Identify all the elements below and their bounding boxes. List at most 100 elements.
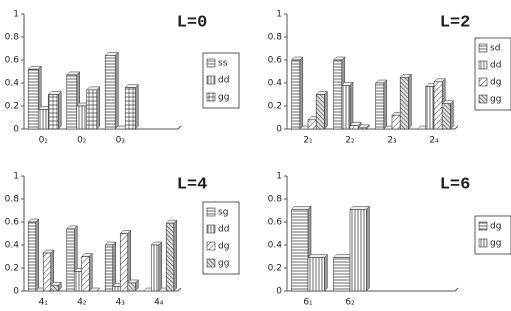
legend-label: sg [218, 208, 228, 218]
bar-side [349, 81, 354, 130]
bar-front [441, 103, 451, 130]
bar [50, 281, 62, 292]
x-tick-label: 6₂ [345, 298, 355, 308]
bar-side [114, 51, 119, 130]
bar [441, 100, 454, 130]
bar-top [349, 206, 370, 210]
x-tick-label: 2₄ [429, 136, 439, 146]
bar-top [307, 254, 328, 258]
x-tick-label: 2₂ [345, 136, 355, 146]
x-tick-label: 2₃ [387, 136, 397, 146]
y-tick-label: 0.6 [268, 218, 283, 228]
bar-front [425, 86, 435, 130]
bar-front [127, 282, 136, 292]
bar-front [349, 209, 367, 292]
bar-side [383, 79, 388, 130]
y-tick-label: 1 [13, 10, 19, 20]
y-tick-label: 0.2 [268, 264, 282, 274]
legend: ss dd gg [202, 52, 240, 109]
legend-label: gg [218, 259, 229, 269]
panel: L=6 0 0.2 0.4 0.6 0.8 1 6₁ 6₂ dg gg [268, 172, 511, 308]
bar-front [76, 105, 88, 130]
bar-front [291, 59, 301, 130]
y-tick-label: 0.6 [268, 56, 283, 66]
x-tick-label: 0₂ [77, 136, 87, 146]
x-tick-label: 4₃ [116, 298, 126, 308]
bar-side [408, 73, 412, 130]
panel: L=0 0 0.2 0.4 0.6 0.8 1 0₁ 0₂ 0₃ ss dd gg [5, 10, 240, 146]
bar [341, 81, 354, 130]
bar-front [66, 228, 75, 292]
bar-top [291, 206, 312, 210]
legend-label: dd [218, 76, 229, 86]
legend-swatch [206, 224, 216, 234]
chart-title: L=2 [440, 13, 471, 32]
bar-front [73, 271, 83, 292]
x-tick-label: 4₄ [154, 298, 164, 308]
bar-front [333, 59, 343, 130]
y-tick-label: 0.8 [268, 195, 283, 205]
legend-swatch [478, 60, 488, 70]
bar-side [450, 100, 454, 130]
bar [81, 252, 93, 292]
legend-swatch [478, 43, 488, 53]
bar-front [341, 85, 351, 130]
bar [307, 254, 328, 292]
bar-side [173, 219, 178, 292]
bar-front [27, 221, 37, 292]
bar [150, 241, 163, 292]
y-tick-label: 0.6 [5, 56, 20, 66]
bar [291, 56, 304, 130]
bar-side [89, 252, 93, 292]
legend-label: dg [490, 222, 501, 232]
legend-label: gg [490, 239, 501, 249]
legend: dg gg [474, 215, 511, 255]
y-tick-label: 1 [276, 172, 282, 182]
bar [88, 287, 101, 292]
bar-side [135, 83, 139, 130]
y-tick-label: 0.4 [5, 79, 20, 89]
bar-side [299, 56, 304, 130]
y-tick-label: 0.8 [268, 33, 283, 43]
panel: L=4 0 0.2 0.4 0.6 0.8 1 4₁ 4₂ 4₃ 4₄ sg dd dg gg [5, 172, 240, 308]
legend-swatch [478, 238, 488, 248]
bar [399, 73, 412, 130]
chart-title: L=4 [177, 175, 208, 194]
bar-front [291, 209, 309, 292]
x-tick-label: 4₁ [39, 298, 49, 308]
y-tick-label: 0 [276, 125, 282, 135]
legend-swatch [478, 94, 488, 104]
legend-swatch [206, 75, 216, 85]
bar-front [104, 55, 116, 130]
bar [165, 219, 178, 292]
panel: L=2 0 0.2 0.4 0.6 0.8 1 2₁ 2₂ 2₃ 2₄ sd dd dg gg [268, 10, 511, 146]
bar-front [333, 257, 351, 292]
bar-front [150, 244, 160, 292]
x-tick-label: 4₂ [77, 298, 87, 308]
bar-front [349, 125, 359, 130]
bar [349, 205, 370, 292]
bar-front [66, 74, 78, 130]
bar-side [96, 86, 101, 130]
bar [357, 124, 370, 130]
y-tick-label: 0 [13, 287, 19, 297]
bar [127, 279, 139, 292]
bar-front [307, 119, 317, 130]
bar-top [88, 287, 101, 292]
bar-front [307, 257, 325, 292]
bar-front [315, 94, 325, 130]
chart-title: L=0 [177, 13, 208, 32]
bar-front [86, 89, 98, 130]
legend-swatch [478, 77, 488, 87]
bar-front [165, 222, 175, 292]
x-tick-label: 0₃ [116, 136, 126, 146]
legend-swatch [206, 258, 216, 268]
legend: sg dd dg gg [202, 201, 240, 275]
bar-side [35, 218, 39, 292]
legend-label: dd [218, 225, 229, 235]
legend-swatch [206, 241, 216, 251]
bar-front [27, 68, 39, 130]
bar-front [81, 256, 90, 292]
y-tick-label: 0.4 [5, 241, 20, 251]
